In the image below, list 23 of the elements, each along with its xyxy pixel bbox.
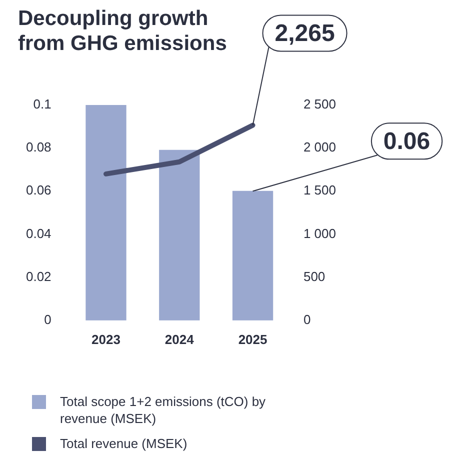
y2-tick-label: 500 [303,268,326,284]
bar [232,190,274,320]
y2-tick-label: 1 000 [303,226,336,241]
y-tick-label: 0.04 [26,226,52,241]
annotation: 0.06 [383,128,430,155]
y-tick-label: 0 [44,312,52,327]
chart-title: Decoupling growth from GHG emissions [18,6,228,56]
y2-tick-label: 0 [303,312,311,327]
y2-tick-label: 1 500 [303,182,336,198]
y2-tick-label: 2 500 [303,96,336,112]
y-tick-label: 0.1 [33,96,52,112]
x-tick-label: 2023 [92,332,120,347]
x-tick-label: 2024 [164,332,195,347]
y-tick-label: 0.06 [26,182,52,198]
y2-tick-label: 2 000 [303,140,336,155]
y-tick-label: 0.08 [26,140,52,155]
legend-label: Total scope 1+2 emissions (tCO) by revenue (MSEK) [60,393,267,427]
bar [86,105,126,320]
legend-label: Total revenue (MSEK) [60,435,188,452]
y-tick-label: 0.02 [26,268,52,284]
annotation: 2,265 [274,20,335,47]
x-tick-label: 2025 [238,332,268,347]
bar [159,150,200,320]
